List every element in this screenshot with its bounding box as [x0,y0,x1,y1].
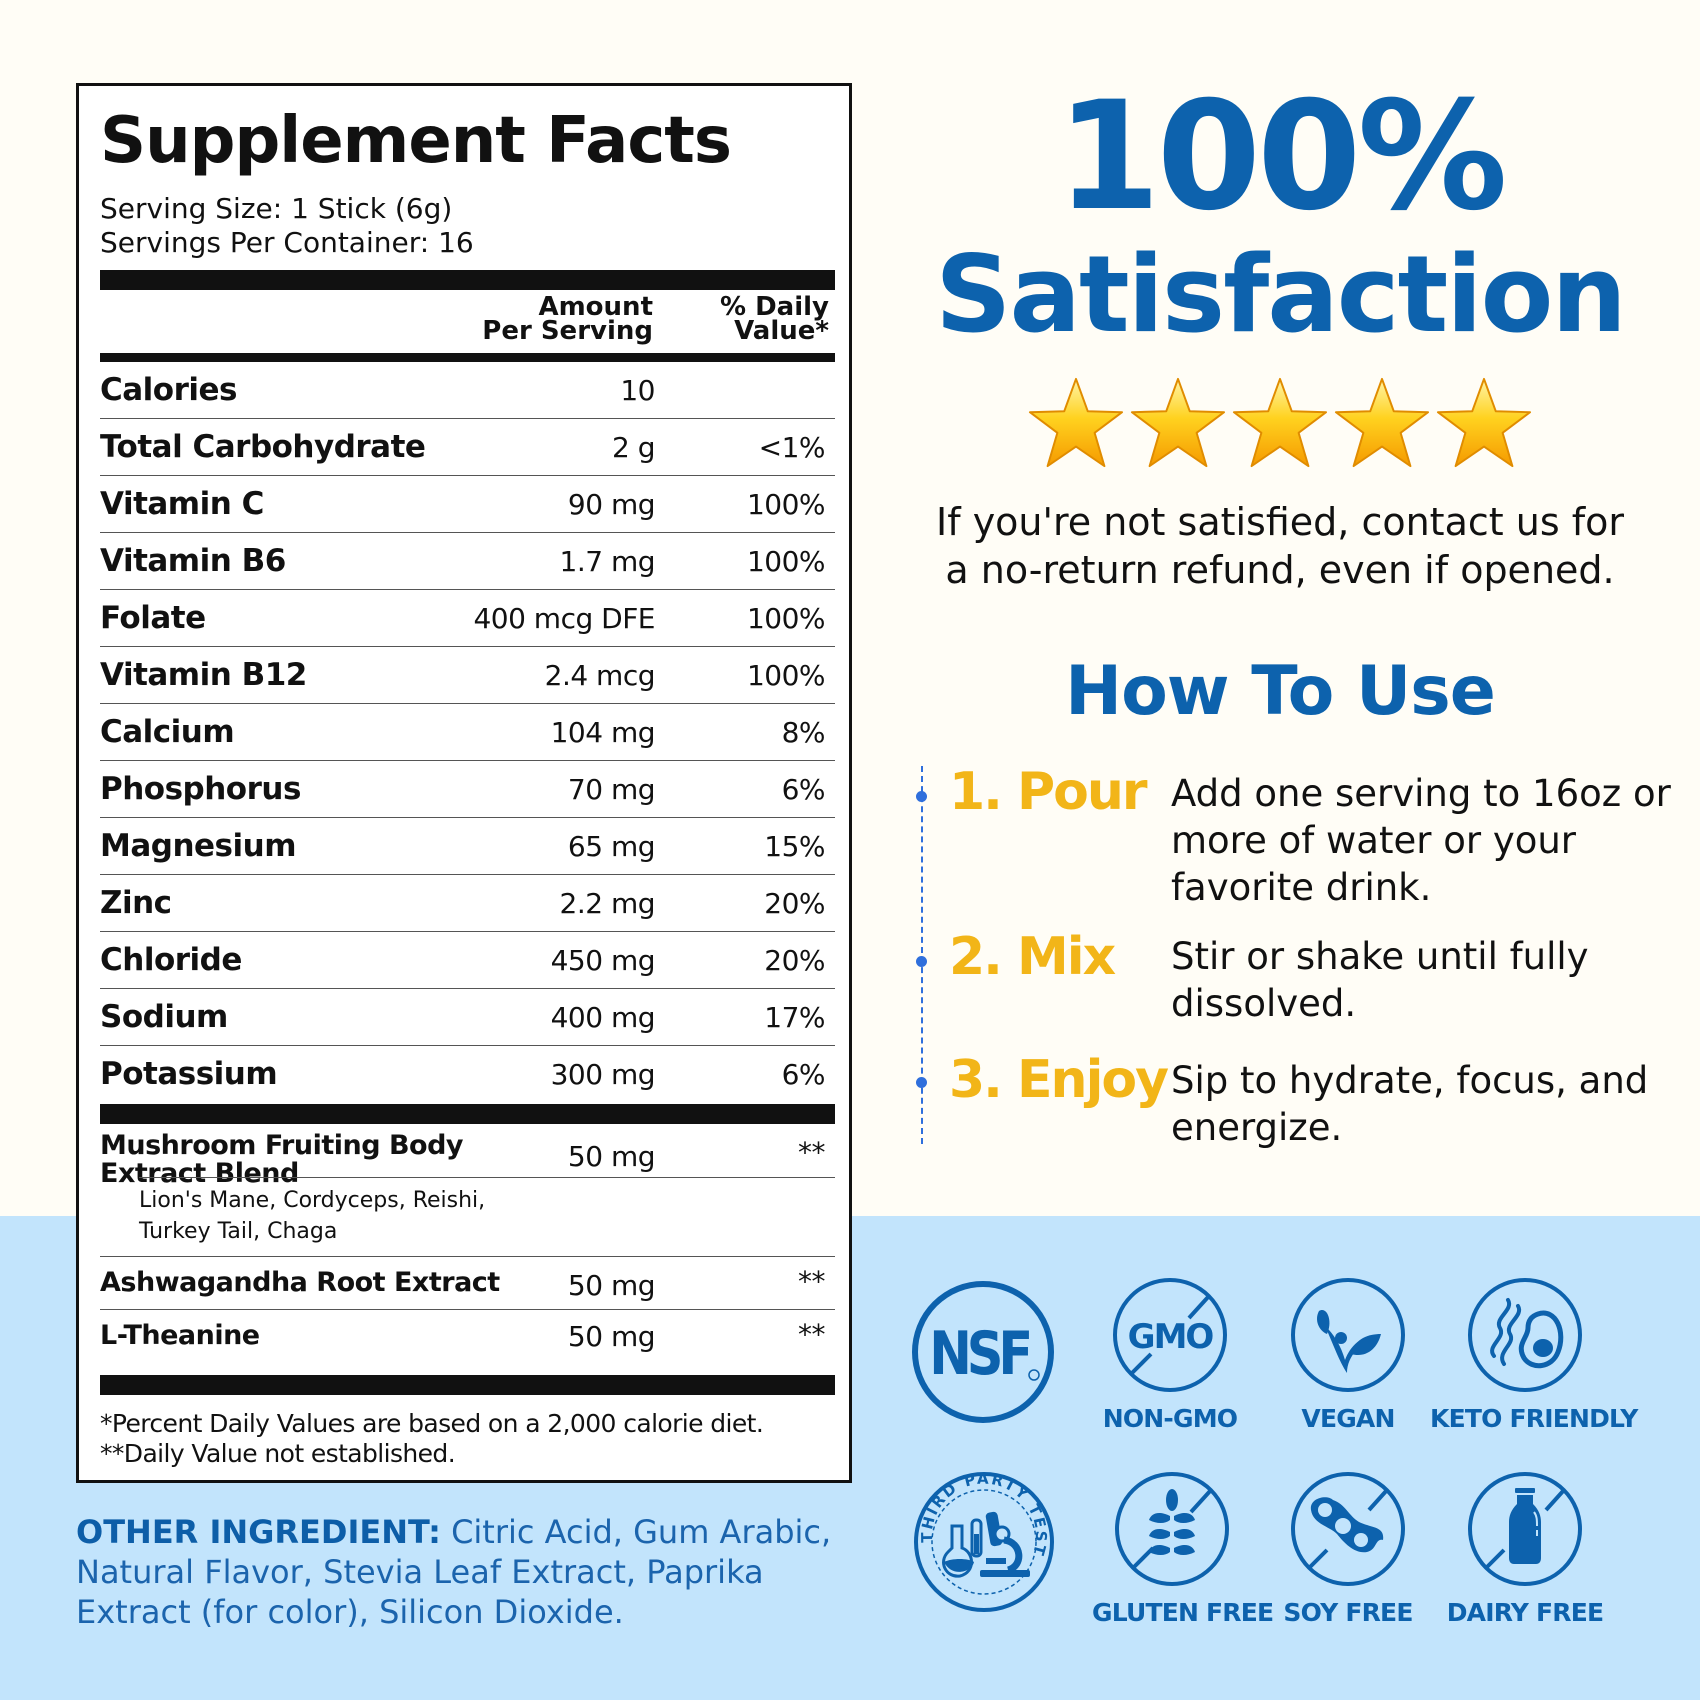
nutrient-row: Vitamin B6 1.7 mg 100% [100,533,835,590]
step-label-mix: 2. Mix [949,927,1116,987]
divider [100,1256,835,1257]
soybean-crossed-icon [1291,1472,1405,1586]
other-ingredients-text: Citric Acid, Gum Arabic, Natural Flavor,… [76,1513,832,1631]
star-icon [1232,377,1328,468]
blend-row-mushroom: Mushroom Fruiting Body Extract Blend 50 … [100,1130,826,1189]
guarantee-headline-satisfaction: Satisfaction [935,233,1627,356]
sub-divider [139,1177,835,1178]
badge-dairy-free: DAIRY FREE [1440,1470,1610,1627]
nutrient-row-calories: Calories 10 [100,362,835,419]
mushroom-blend-list: Lion's Mane, Cordyceps, Reishi, Turkey T… [139,1188,486,1244]
badge-label: SOY FREE [1283,1598,1413,1627]
thick-divider [100,270,835,290]
nutrient-row: Vitamin C 90 mg 100% [100,476,835,533]
thick-divider [100,1375,835,1395]
timeline-dot [916,956,927,967]
nutrient-row: Total Carbohydrate 2 g <1% [100,419,835,476]
gmo-crossed-icon: GMO [1113,1278,1227,1392]
star-icon [1130,377,1226,468]
star-icon [1436,377,1532,468]
badge-nsf: NSF [908,1278,1058,1426]
nutrient-row: Potassium 300 mg 6% [100,1056,826,1092]
badge-label: DAIRY FREE [1446,1598,1604,1627]
leaf-person-icon [1291,1278,1405,1392]
nutrient-row: Vitamin B12 2.4 mcg 100% [100,647,835,704]
star-icon [1334,377,1430,468]
servings-per-container: Servings Per Container: 16 [100,226,474,259]
badge-vegan: VEGAN [1278,1276,1418,1433]
badge-label: VEGAN [1301,1404,1395,1433]
timeline-dot [916,1077,927,1088]
supplement-facts-panel: Supplement Facts Serving Size: 1 Stick (… [76,83,852,1483]
nsf-icon: NSF [912,1281,1054,1423]
nutrient-row: Zinc 2.2 mg 20% [100,875,835,932]
serving-size: Serving Size: 1 Stick (6g) [100,192,453,225]
nutrient-row: Folate 400 mcg DFE 100% [100,590,835,647]
step-text-pour: Add one serving to 16oz or more of water… [1171,772,1671,909]
nutrient-row: Magnesium 65 mg 15% [100,818,835,875]
timeline-dot [916,791,927,802]
nutrient-row: Calcium 104 mg 8% [100,704,835,761]
blend-row-l-theanine: L-Theanine 50 mg ** [100,1318,826,1353]
daily-value-header: % Daily Value* [719,292,829,346]
badge-non-gmo: GMO NON-GMO [1100,1276,1240,1433]
step-label-pour: 1. Pour [949,762,1148,822]
badge-gluten-free: GLUTEN FREE [1092,1470,1274,1627]
header-divider [100,353,835,362]
nutrient-row: Chloride 450 mg 20% [100,932,835,989]
star-icon [1028,377,1124,468]
nutrient-row: Sodium 400 mg 17% [100,989,835,1046]
step-label-enjoy: 3. Enjoy [949,1050,1169,1110]
guarantee-text: If you're not satisfied, contact us for … [936,500,1624,592]
milk-bottle-crossed-icon [1468,1472,1582,1586]
lab-microscope-icon: THIRD PARTY TESTED [912,1470,1054,1612]
badge-keto-friendly: KETO FRIENDLY [1430,1276,1638,1433]
badge-soy-free: SOY FREE [1278,1470,1418,1627]
supplement-facts-title: Supplement Facts [100,104,732,178]
svg-text:GMO: GMO [1128,1317,1214,1357]
badge-label: GLUTEN FREE [1092,1598,1274,1627]
wheat-crossed-icon [1115,1472,1229,1586]
bacon-avocado-icon [1468,1278,1582,1392]
five-star-rating [900,375,1660,475]
badge-label: NON-GMO [1102,1404,1238,1433]
amount-per-serving-header: Amount Per Serving [482,292,653,346]
how-to-use-title: How To Use [1065,652,1496,731]
footnote-not-established: **Daily Value not established. [100,1439,456,1468]
nutrient-row: Phosphorus 70 mg 6% [100,761,835,818]
other-ingredients: OTHER INGREDIENT: Citric Acid, Gum Arabi… [76,1512,876,1632]
badge-third-party-tested: THIRD PARTY TESTED [910,1470,1058,1614]
steps-timeline [921,766,923,1144]
footnote-daily-values: *Percent Daily Values are based on a 2,0… [100,1409,764,1438]
blend-row-ashwagandha: Ashwagandha Root Extract 50 mg ** [100,1257,835,1310]
thick-divider [100,1104,835,1124]
other-ingredients-label: OTHER INGREDIENT: [76,1513,441,1551]
step-text-mix: Stir or shake until fully dissolved. [1171,935,1589,1025]
guarantee-headline-percent: 100% [1056,70,1507,244]
badge-label: KETO FRIENDLY [1430,1404,1638,1433]
step-text-enjoy: Sip to hydrate, focus, and energize. [1171,1059,1649,1149]
svg-text:NSF: NSF [929,1319,1029,1389]
